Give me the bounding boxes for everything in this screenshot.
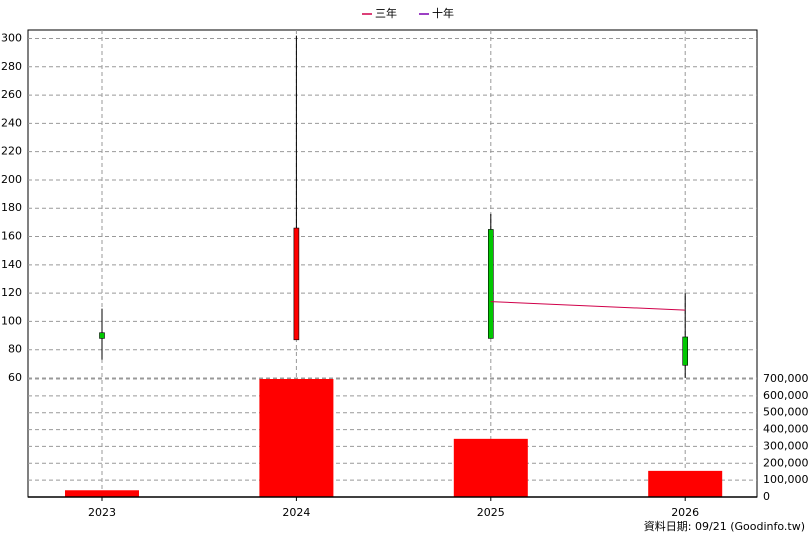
y-tick-label: 60 [8, 371, 22, 384]
y-tick-label: 80 [8, 343, 22, 356]
y2-tick-label: 200,000 [763, 456, 808, 469]
candle-body [487, 229, 494, 339]
candle-body [682, 336, 689, 366]
x-tick-label: 2025 [477, 506, 505, 519]
y2-tick-label: 0 [763, 490, 770, 503]
y-tick-label: 120 [1, 286, 22, 299]
y-tick-label: 100 [1, 314, 22, 327]
volume-bar [648, 470, 723, 497]
y2-tick-label: 700,000 [763, 372, 808, 385]
y2-tick-label: 300,000 [763, 439, 808, 452]
candle-body [99, 332, 105, 339]
candle-body [293, 227, 300, 341]
y-tick-label: 160 [1, 230, 22, 243]
x-tick-label: 2026 [671, 506, 699, 519]
y-tick-label: 300 [1, 31, 22, 44]
x-tick-label: 2024 [282, 506, 310, 519]
y2-tick-label: 400,000 [763, 423, 808, 436]
y-tick-label: 180 [1, 201, 22, 214]
y2-tick-label: 600,000 [763, 389, 808, 402]
y2-tick-label: 500,000 [763, 406, 808, 419]
y-tick-label: 280 [1, 60, 22, 73]
y-tick-label: 140 [1, 258, 22, 271]
footer: 資料日期: 09/21 (Goodinfo.tw) [644, 519, 805, 533]
y-tick-label: 240 [1, 116, 22, 129]
y-tick-label: 260 [1, 88, 22, 101]
volume-bar [259, 379, 334, 497]
volume-bar [65, 490, 139, 497]
legend-label: 三年 [375, 6, 397, 20]
x-tick-label: 2023 [88, 506, 116, 519]
plot-frame [27, 29, 758, 498]
legend-label: 十年 [432, 6, 454, 20]
y-tick-label: 220 [1, 145, 22, 158]
line-series [490, 301, 686, 311]
volume-bar [453, 438, 528, 497]
y2-tick-label: 100,000 [763, 473, 808, 486]
y-tick-label: 200 [1, 173, 22, 186]
